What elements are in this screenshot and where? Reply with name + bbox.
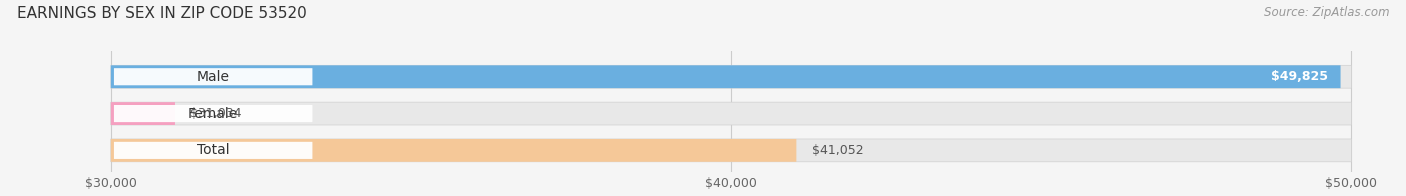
FancyBboxPatch shape [114, 68, 312, 85]
Text: Source: ZipAtlas.com: Source: ZipAtlas.com [1264, 6, 1389, 19]
FancyBboxPatch shape [111, 139, 1351, 162]
FancyBboxPatch shape [114, 105, 312, 122]
FancyBboxPatch shape [111, 65, 1340, 88]
Text: EARNINGS BY SEX IN ZIP CODE 53520: EARNINGS BY SEX IN ZIP CODE 53520 [17, 6, 307, 21]
FancyBboxPatch shape [111, 139, 796, 162]
Text: Total: Total [197, 143, 229, 157]
Text: Female: Female [188, 107, 238, 121]
Text: $31,034: $31,034 [190, 107, 242, 120]
Text: Male: Male [197, 70, 229, 84]
FancyBboxPatch shape [111, 102, 1351, 125]
FancyBboxPatch shape [114, 142, 312, 159]
Text: $41,052: $41,052 [811, 144, 863, 157]
FancyBboxPatch shape [111, 65, 1351, 88]
FancyBboxPatch shape [111, 102, 174, 125]
Text: $49,825: $49,825 [1271, 70, 1329, 83]
